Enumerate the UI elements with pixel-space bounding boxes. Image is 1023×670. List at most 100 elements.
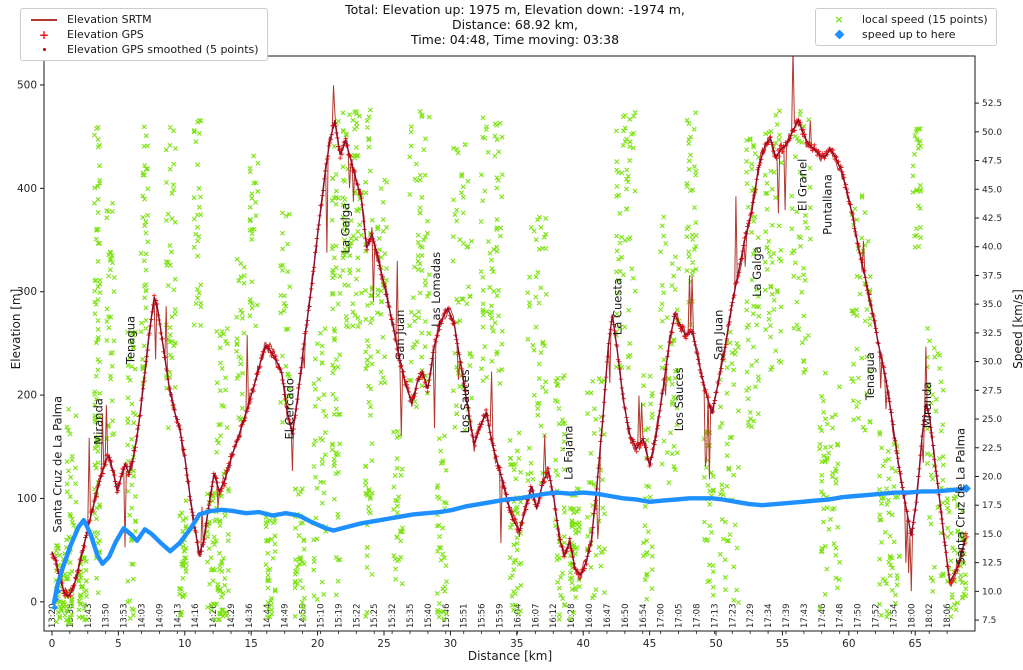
y-right-tick-label: 27.5 (982, 386, 1002, 396)
time-tick-label: 16:04 (513, 604, 523, 629)
time-tick-label: 14:09 (155, 604, 165, 629)
time-tick-label: 15:56 (478, 604, 488, 629)
plus-marker-icon: + (38, 27, 50, 42)
time-tick-label: 17:13 (710, 604, 720, 629)
time-tick-label: 13:53 (120, 604, 130, 629)
y-right-tick-label: 52.5 (982, 99, 1002, 109)
time-tick-label: 16:12 (549, 604, 559, 629)
x-tick-label: 55 (776, 638, 789, 650)
legend-label: Elevation GPS smoothed (5 points) (67, 43, 259, 56)
time-tick-label: 16:40 (585, 604, 595, 629)
time-tick-label: 17:05 (675, 604, 685, 629)
time-tick-label: 16:50 (621, 604, 631, 629)
y-left-tick-label: 500 (17, 79, 37, 91)
time-tick-label: 15:51 (460, 604, 470, 629)
time-tick-label: 17:43 (800, 604, 810, 629)
time-tick-label: 13:43 (84, 604, 94, 629)
dot-marker-icon (27, 48, 61, 51)
x-tick-label: 15 (244, 638, 257, 650)
time-tick-label: 17:34 (764, 604, 774, 629)
time-tick-label: 15:10 (317, 604, 327, 629)
legend-item-elevation-gps: + Elevation GPS (27, 27, 259, 42)
avg-speed-marker (961, 484, 971, 494)
legend-label: local speed (15 points) (862, 13, 988, 26)
y-right-tick-label: 37.5 (982, 271, 1002, 281)
time-tick-label: 18:06 (943, 604, 953, 629)
x-tick-label: 50 (709, 638, 722, 650)
place-labels: Santa Cruz de La Palma Miranda Tenagua El C… (50, 159, 967, 565)
time-tick-label: 17:08 (692, 604, 702, 629)
place-label: La Galga (338, 203, 352, 254)
time-tick-label: 16:28 (567, 604, 577, 629)
diamond-marker-icon (822, 29, 856, 40)
y-right-tick-label: 47.5 (982, 157, 1002, 167)
time-tick-label: 18:02 (925, 604, 935, 629)
y-right-tick-label: 42.5 (982, 214, 1002, 224)
x-tick-label: 45 (643, 638, 656, 650)
y-right-tick-label: 10.0 (982, 587, 1002, 597)
legend-label: Elevation GPS (67, 28, 144, 41)
avg-speed-marker (54, 588, 62, 595)
place-label: Las Lomadas (429, 252, 443, 327)
time-tick-label: 14:49 (281, 604, 291, 629)
time-tick-label: 17:00 (657, 604, 667, 629)
place-label: Santa Cruz de La Palma (953, 428, 967, 565)
place-label: Los Sauces (458, 369, 472, 433)
time-tick-label: 15:59 (496, 604, 506, 629)
x-tick-label: 0 (49, 638, 56, 650)
legend-item-elevation-gps-smoothed-5-points: Elevation GPS smoothed (5 points) (27, 42, 259, 57)
place-label: Puntallana (821, 174, 835, 235)
y-right-tick-label: 32.5 (982, 329, 1002, 339)
legend-label: speed up to here (862, 28, 956, 41)
y-left-ticks: 0 100 200 300 400 500 (17, 79, 44, 608)
x-tick-label: 35 (510, 638, 523, 650)
y-right-tick-label: 40.0 (982, 243, 1002, 253)
place-label: La Cuesta (611, 278, 625, 335)
time-tick-label: 14:44 (263, 604, 273, 629)
place-label: San Juan (393, 310, 407, 360)
avg-speed-marker (52, 596, 60, 603)
legend-speed: × local speed (15 points) speed up to here (815, 8, 997, 46)
y-right-tick-label: 15.0 (982, 530, 1002, 540)
y-left-tick-label: 400 (17, 183, 37, 195)
time-tick-label: 15:40 (424, 604, 434, 629)
legend-item-local-speed-15-points: × local speed (15 points) (822, 12, 988, 27)
plot-frame (43, 55, 976, 632)
time-tick-label: 13:20 (48, 604, 58, 629)
time-tick-label: 15:22 (352, 604, 362, 629)
time-tick-label: 14:16 (191, 604, 201, 629)
y-right-tick-label: 45.0 (982, 185, 1002, 195)
y-right-tick-label: 20.0 (982, 472, 1002, 482)
time-tick-label: 17:52 (871, 604, 881, 629)
x-marker-icon: × (834, 12, 844, 26)
title-line-3: Time: 04:48, Time moving: 03:38 (410, 32, 620, 47)
time-tick-label: 17:29 (746, 604, 756, 629)
time-tick-label: 15:35 (406, 604, 416, 629)
time-tick-label: 18:00 (907, 604, 917, 629)
srtm-line (51, 56, 967, 597)
time-tick-label: 15:19 (334, 604, 344, 629)
place-label: La Galga (750, 246, 764, 297)
place-label: Tenagua (123, 316, 137, 365)
line-marker-icon (27, 18, 61, 21)
y-left-tick-label: 100 (17, 493, 37, 505)
time-tick-label: 17:50 (854, 604, 864, 629)
y-left-tick-label: 300 (17, 286, 37, 298)
place-label: El Cercado (283, 378, 297, 439)
title-line-2: Distance: 68.92 km, (452, 17, 578, 32)
y-right-ticks: 7.5 10.0 12.5 15.0 17.5 20.0 22.5 25.0 27.5 30.0 3… (975, 99, 1002, 626)
x-tick-label: 65 (909, 638, 922, 650)
x-ticks: 0 5 10 15 20 25 30 35 40 45 50 55 60 65 (49, 631, 948, 650)
time-tick-labels: 13:20 13:38 13:43 13:50 13:53 14:03 14:09 14:13… (48, 604, 953, 629)
place-label: Miranda (920, 382, 934, 429)
x-tick-label: 10 (178, 638, 191, 650)
title-line-1: Total: Elevation up: 1975 m, Elevation d… (345, 2, 685, 17)
y-left-tick-label: 0 (30, 596, 37, 608)
place-label: Tenagua (863, 352, 877, 401)
x-axis-label-distance: Distance [km] (467, 649, 553, 663)
time-tick-label: 16:47 (603, 604, 613, 629)
x-tick-label: 25 (377, 638, 390, 650)
y-right-tick-label: 12.5 (982, 559, 1002, 569)
legend-elevation: Elevation SRTM + Elevation GPS Elevation GP… (20, 8, 268, 61)
